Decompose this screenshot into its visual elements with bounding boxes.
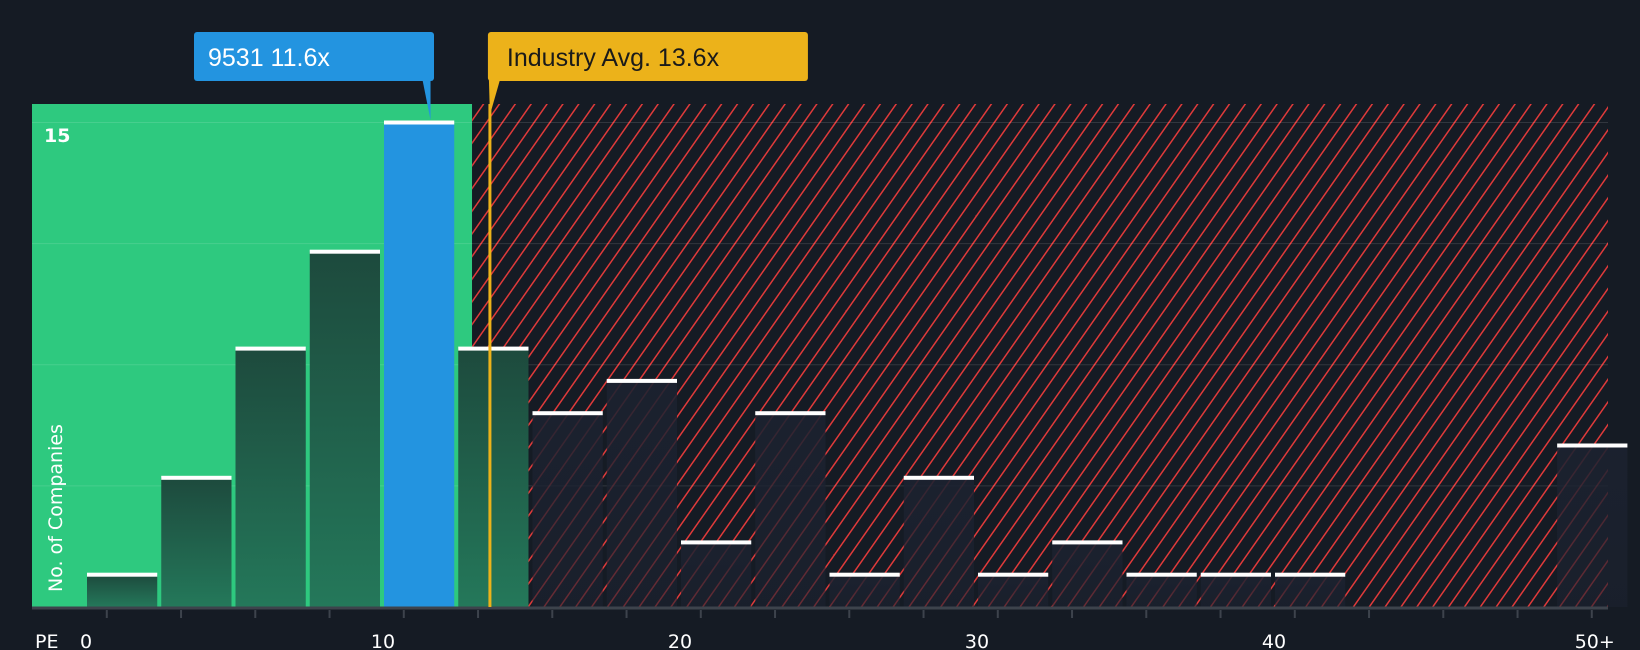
company-callout-pointer [422, 80, 431, 120]
bar-top-marker [681, 540, 752, 545]
x-axis-label: PE [35, 631, 58, 650]
company-label: 9531 11.6x [208, 44, 330, 72]
histogram-bar [755, 413, 826, 607]
bar-top-marker [978, 572, 1049, 577]
y-tick-label: 15 [44, 125, 70, 147]
histogram-bar [903, 477, 974, 607]
histogram-bar [1052, 542, 1123, 607]
bar-top-marker [458, 346, 529, 351]
x-tick-label: 10 [371, 631, 395, 650]
bar-top-marker [1557, 443, 1628, 448]
bar-top-marker [235, 346, 306, 351]
bar-top-marker [606, 378, 677, 383]
x-tick-label: 20 [668, 631, 692, 650]
bar-top-marker [532, 411, 603, 416]
histogram-bar [161, 477, 232, 607]
bar-top-marker [1275, 572, 1346, 577]
x-tick-label: 40 [1262, 631, 1286, 650]
histogram-bar [532, 413, 603, 607]
bar-top-marker [903, 475, 974, 480]
histogram-bar [235, 348, 306, 607]
x-tick-label: 50+ [1575, 631, 1615, 650]
histogram-bar [309, 251, 380, 607]
histogram-bar [458, 348, 529, 607]
histogram-bar [1275, 574, 1346, 607]
bar-top-marker [309, 249, 380, 254]
bar-top-marker [161, 475, 232, 480]
x-tick-label: 0 [80, 631, 92, 650]
industry-label: Industry Avg. 13.6x [507, 44, 720, 72]
histogram-bar [978, 574, 1049, 607]
bar-top-marker [1126, 572, 1197, 577]
bar-top-marker [829, 572, 900, 577]
histogram-bar [1126, 574, 1197, 607]
histogram-bar [384, 122, 455, 607]
bar-top-marker [1200, 572, 1271, 577]
histogram-bar [1200, 574, 1271, 607]
company-callout [194, 32, 434, 81]
industry-callout-pointer [488, 80, 500, 115]
histogram-bar [87, 574, 158, 607]
bar-top-marker [1052, 540, 1123, 545]
histogram-bar [1557, 445, 1628, 607]
histogram-bar [681, 542, 752, 607]
x-tick-label: 30 [965, 631, 989, 650]
bar-top-marker [755, 411, 826, 416]
bar-top-marker [384, 120, 455, 125]
industry-callout [487, 32, 808, 81]
histogram-bar [606, 380, 677, 607]
bar-top-marker [87, 572, 158, 577]
y-axis-label: No. of Companies [45, 424, 67, 592]
histogram-bar [829, 574, 900, 607]
